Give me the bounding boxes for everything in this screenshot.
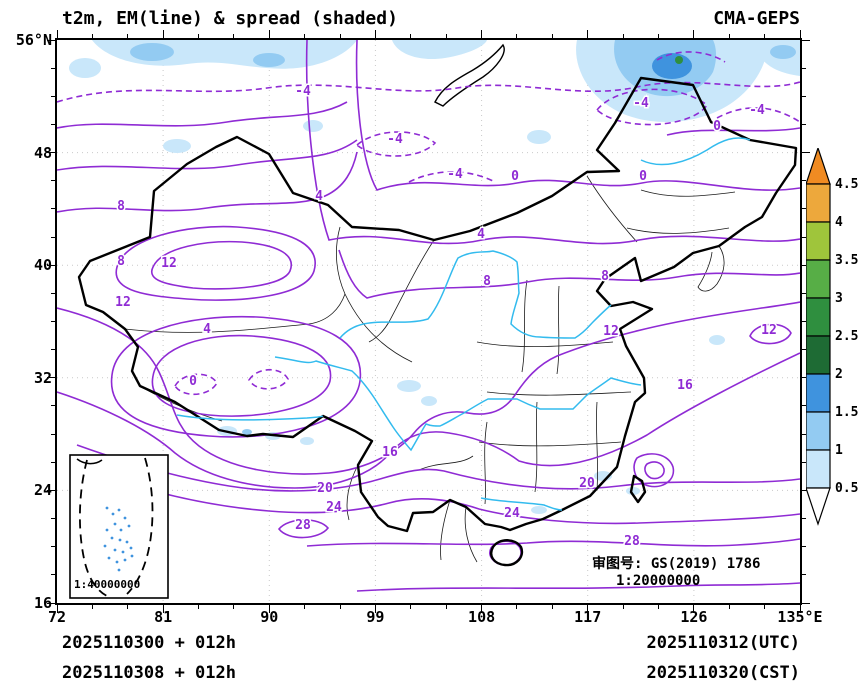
map-main-scale: 1:20000000 — [616, 573, 701, 589]
map-plot-area: -4 -4 -4 -4 -4 0 0 0 0 4 4 4 8 8 8 8 12 12 12 12 16 16 20 20 24 2… — [55, 38, 802, 605]
spread-shading-layer — [69, 40, 800, 514]
svg-text:4: 4 — [315, 189, 323, 204]
south-china-sea-inset — [69, 454, 169, 599]
svg-text:24: 24 — [326, 500, 342, 515]
rivers — [176, 137, 751, 511]
svg-text:2: 2 — [835, 367, 843, 382]
colorbar-canvas: 4.5 4 3.5 3 2.5 2 1.5 1 0.5 — [805, 146, 858, 526]
svg-text:28: 28 — [624, 534, 640, 549]
svg-text:4: 4 — [477, 227, 485, 242]
svg-text:8: 8 — [601, 269, 609, 284]
svg-text:0: 0 — [713, 119, 721, 134]
svg-text:4.5: 4.5 — [835, 177, 858, 192]
chart-title: t2m, EM(line) & spread (shaded) — [62, 8, 398, 29]
contour-value-labels: -4 -4 -4 -4 -4 0 0 0 0 4 4 4 8 8 8 8 12 12 12 12 16 16 20 20 24 2… — [114, 83, 779, 551]
x-tick-label: 126 — [680, 608, 708, 626]
svg-text:-4: -4 — [295, 84, 311, 99]
x-tick-label: 90 — [260, 608, 279, 626]
svg-text:0: 0 — [639, 169, 647, 184]
svg-text:1: 1 — [835, 443, 843, 458]
svg-text:3: 3 — [835, 291, 843, 306]
y-tick-label: 16 — [33, 594, 52, 612]
svg-text:-4: -4 — [633, 96, 649, 111]
svg-text:0: 0 — [189, 374, 197, 389]
map-canvas: -4 -4 -4 -4 -4 0 0 0 0 4 4 4 8 8 8 8 12 12 12 12 16 16 20 20 24 2… — [57, 40, 800, 603]
svg-text:-4: -4 — [749, 103, 765, 118]
svg-text:4: 4 — [835, 215, 843, 230]
x-tick-label: 108 — [468, 608, 496, 626]
spread-colorbar: 4.5 4 3.5 3 2.5 2 1.5 1 0.5 — [805, 146, 858, 532]
svg-text:1.5: 1.5 — [835, 405, 858, 420]
svg-text:16: 16 — [382, 445, 398, 460]
svg-text:28: 28 — [295, 518, 311, 533]
y-tick-label: 24 — [33, 481, 52, 500]
svg-text:12: 12 — [761, 323, 777, 338]
svg-text:8: 8 — [117, 254, 125, 269]
svg-text:8: 8 — [483, 274, 491, 289]
valid-time-cst: 2025110320(CST) — [646, 663, 800, 683]
svg-text:12: 12 — [115, 295, 131, 310]
svg-text:-4: -4 — [447, 167, 463, 182]
svg-text:-4: -4 — [387, 132, 403, 147]
model-name: CMA-GEPS — [713, 8, 800, 29]
svg-text:24: 24 — [504, 506, 520, 521]
svg-text:16: 16 — [677, 378, 693, 393]
map-review-number: 审图号: GS(2019) 1786 — [592, 556, 761, 572]
svg-text:0: 0 — [511, 169, 519, 184]
svg-text:2.5: 2.5 — [835, 329, 858, 344]
island-dots — [103, 506, 134, 572]
y-tick-label: 48 — [33, 143, 52, 162]
y-tick-label: 40 — [33, 256, 52, 275]
svg-text:0.5: 0.5 — [835, 481, 858, 496]
y-tick-label: 32 — [33, 368, 52, 387]
y-tick-label: 56°N — [15, 31, 52, 49]
svg-text:12: 12 — [161, 256, 177, 271]
lake-baikal — [434, 43, 505, 107]
svg-text:20: 20 — [579, 476, 595, 491]
x-tick-label: 72 — [47, 608, 67, 626]
init-run-cst: 2025110308 + 012h — [62, 663, 236, 683]
svg-text:12: 12 — [603, 324, 619, 339]
init-run-utc: 2025110300 + 012h — [62, 633, 236, 653]
national-boundary — [77, 76, 798, 567]
svg-text:3.5: 3.5 — [835, 253, 858, 268]
x-tick-label: 81 — [154, 608, 173, 626]
x-tick-label: 99 — [366, 608, 385, 626]
x-tick-label: 117 — [574, 608, 602, 626]
svg-text:20: 20 — [317, 481, 333, 496]
inset-scale-label: 1:40000000 — [74, 578, 141, 591]
svg-text:8: 8 — [117, 199, 125, 214]
svg-text:4: 4 — [203, 322, 211, 337]
x-tick-label: 135°E — [777, 608, 823, 626]
valid-time-utc: 2025110312(UTC) — [646, 633, 800, 653]
